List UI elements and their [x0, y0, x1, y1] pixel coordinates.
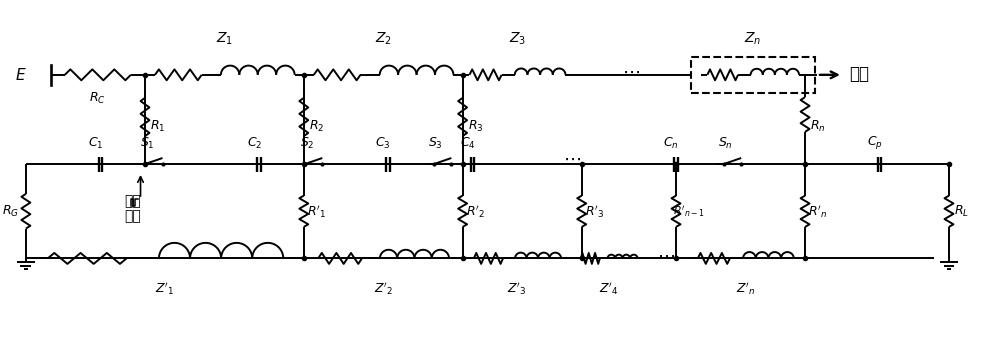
- Text: $C_3$: $C_3$: [375, 136, 391, 151]
- Text: $C_2$: $C_2$: [247, 136, 262, 151]
- Text: $C_n$: $C_n$: [663, 136, 679, 151]
- Text: $R'_3$: $R'_3$: [585, 203, 604, 219]
- Text: $C_p$: $C_p$: [867, 134, 882, 151]
- Text: $E$: $E$: [15, 67, 27, 83]
- Text: $R_2$: $R_2$: [309, 119, 324, 134]
- Text: $Z'_3$: $Z'_3$: [507, 280, 527, 297]
- Text: $R'_1$: $R'_1$: [307, 203, 326, 219]
- Text: 磁珠: 磁珠: [850, 65, 870, 83]
- Text: $\cdots$: $\cdots$: [657, 246, 675, 264]
- Text: 触发: 触发: [124, 194, 141, 208]
- Text: $Z_2$: $Z_2$: [375, 31, 392, 47]
- Text: $Z_3$: $Z_3$: [509, 31, 526, 47]
- Text: $Z_n$: $Z_n$: [744, 31, 762, 47]
- Text: $C_4$: $C_4$: [460, 136, 475, 151]
- Text: 信号: 信号: [124, 209, 141, 223]
- Text: $R_G$: $R_G$: [2, 204, 20, 219]
- Text: $R_L$: $R_L$: [954, 204, 969, 219]
- Text: $Z_1$: $Z_1$: [216, 31, 233, 47]
- Text: $R'_n$: $R'_n$: [808, 203, 828, 219]
- Text: $\cdots$: $\cdots$: [622, 63, 640, 81]
- Text: $Z'_4$: $Z'_4$: [599, 280, 619, 297]
- Text: $Z'_2$: $Z'_2$: [374, 280, 393, 297]
- Text: $R_3$: $R_3$: [468, 119, 483, 134]
- Text: $Z'_n$: $Z'_n$: [736, 280, 755, 297]
- Text: $S_n$: $S_n$: [718, 136, 733, 151]
- Text: $R'_{n-1}$: $R'_{n-1}$: [673, 204, 705, 219]
- Text: $Z'_1$: $Z'_1$: [155, 280, 174, 297]
- Text: $S_1$: $S_1$: [140, 136, 154, 151]
- Text: $C_1$: $C_1$: [88, 136, 103, 151]
- Text: $\cdots$: $\cdots$: [563, 150, 581, 168]
- Text: $S_2$: $S_2$: [300, 136, 314, 151]
- Text: $R_1$: $R_1$: [150, 119, 166, 134]
- Text: $S_3$: $S_3$: [428, 136, 443, 151]
- Text: $R_n$: $R_n$: [810, 119, 826, 134]
- Text: $R_C$: $R_C$: [89, 91, 106, 106]
- Bar: [691, 57, 815, 93]
- Text: $R'_2$: $R'_2$: [466, 203, 485, 219]
